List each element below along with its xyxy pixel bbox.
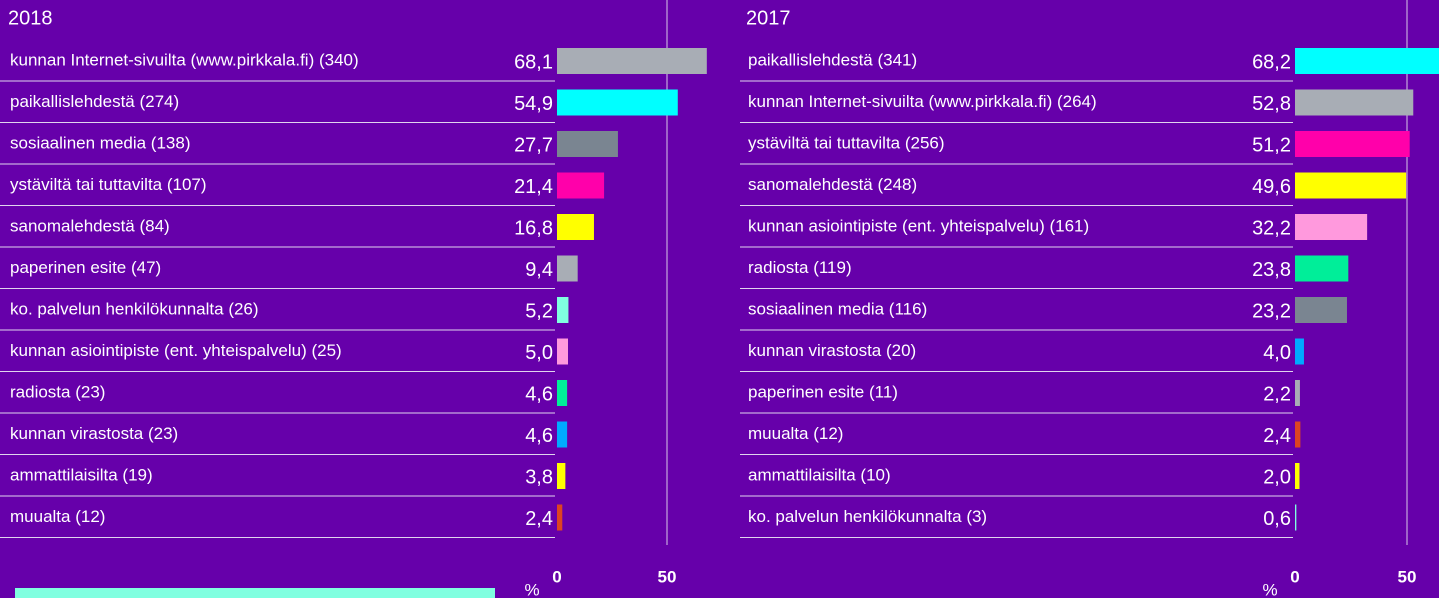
value-label: 27,7: [514, 134, 553, 156]
value-label: 5,2: [525, 300, 553, 322]
value-label: 2,4: [1263, 425, 1291, 447]
category-label: muualta (12): [10, 507, 105, 526]
category-label: radiosta (119): [748, 258, 852, 277]
chart-title: 2017: [746, 7, 791, 29]
value-label: 2,4: [525, 508, 553, 530]
category-label: ystäviltä tai tuttavilta (256): [748, 133, 945, 152]
x-tick-label: 0: [552, 567, 561, 586]
bar: [1295, 504, 1297, 531]
bar: [1295, 48, 1439, 74]
value-label: 68,1: [514, 51, 553, 73]
x-tick-label: 0: [1290, 567, 1299, 586]
bar: [1295, 338, 1304, 365]
value-label: 0,6: [1263, 508, 1291, 530]
category-label: kunnan virastosta (20): [748, 341, 916, 360]
category-label: kunnan asiointipiste (ent. yhteispalvelu…: [10, 341, 342, 360]
bar: [557, 48, 707, 74]
category-label: sosiaalinen media (116): [748, 299, 927, 318]
x-tick-label: 50: [658, 567, 677, 586]
category-label: ammattilaisilta (10): [748, 465, 891, 484]
bar: [557, 214, 594, 240]
category-label: sanomalehdestä (84): [10, 216, 170, 235]
value-label: 54,9: [514, 93, 553, 115]
category-label: ko. palvelun henkilökunnalta (26): [10, 299, 259, 318]
bar: [557, 421, 568, 448]
legend-box: [15, 588, 495, 598]
category-label: ammattilaisilta (19): [10, 465, 153, 484]
bar: [557, 504, 563, 531]
bar: [557, 297, 569, 323]
bar: [557, 463, 566, 489]
bar: [557, 380, 568, 406]
value-label: 5,0: [525, 342, 553, 364]
category-label: paperinen esite (11): [748, 382, 898, 401]
bar: [557, 131, 618, 157]
bar: [557, 172, 605, 199]
category-label: muualta (12): [748, 424, 843, 443]
bar: [1295, 380, 1300, 406]
bar: [1295, 255, 1349, 282]
category-label: kunnan Internet-sivuilta (www.pirkkala.f…: [748, 92, 1097, 111]
bar: [557, 255, 578, 282]
category-label: ko. palvelun henkilökunnalta (3): [748, 507, 987, 526]
bar: [1295, 172, 1407, 199]
value-label: 49,6: [1252, 176, 1291, 198]
bar: [1295, 463, 1300, 489]
x-axis-label: %: [1262, 580, 1277, 598]
category-label: ystäviltä tai tuttavilta (107): [10, 175, 207, 194]
bar: [1295, 131, 1410, 157]
bar: [1295, 421, 1301, 448]
value-label: 32,2: [1252, 217, 1291, 239]
value-label: 3,8: [525, 466, 553, 488]
value-label: 4,6: [525, 425, 553, 447]
category-label: sosiaalinen media (138): [10, 133, 191, 152]
bar: [557, 338, 568, 365]
chart-title: 2018: [8, 7, 53, 29]
category-label: radiosta (23): [10, 382, 105, 401]
category-label: paikallislehdestä (274): [10, 92, 179, 111]
value-label: 23,2: [1252, 300, 1291, 322]
category-label: sanomalehdestä (248): [748, 175, 917, 194]
value-label: 52,8: [1252, 93, 1291, 115]
category-label: paikallislehdestä (341): [748, 50, 917, 69]
value-label: 4,6: [525, 383, 553, 405]
value-label: 51,2: [1252, 134, 1291, 156]
x-axis-label: %: [524, 580, 539, 598]
value-label: 23,8: [1252, 259, 1291, 281]
value-label: 4,0: [1263, 342, 1291, 364]
bar: [557, 89, 678, 116]
value-label: 16,8: [514, 217, 553, 239]
value-label: 2,2: [1263, 383, 1291, 405]
category-label: kunnan virastosta (23): [10, 424, 178, 443]
category-label: kunnan Internet-sivuilta (www.pirkkala.f…: [10, 50, 359, 69]
value-label: 2,0: [1263, 466, 1291, 488]
value-label: 9,4: [525, 259, 553, 281]
value-label: 21,4: [514, 176, 553, 198]
category-label: kunnan asiointipiste (ent. yhteispalvelu…: [748, 216, 1089, 235]
bar: [1295, 214, 1368, 240]
bar: [1295, 89, 1414, 116]
x-tick-label: 50: [1398, 567, 1417, 586]
value-label: 68,2: [1252, 51, 1291, 73]
bar: [1295, 297, 1347, 323]
category-label: paperinen esite (47): [10, 258, 161, 277]
